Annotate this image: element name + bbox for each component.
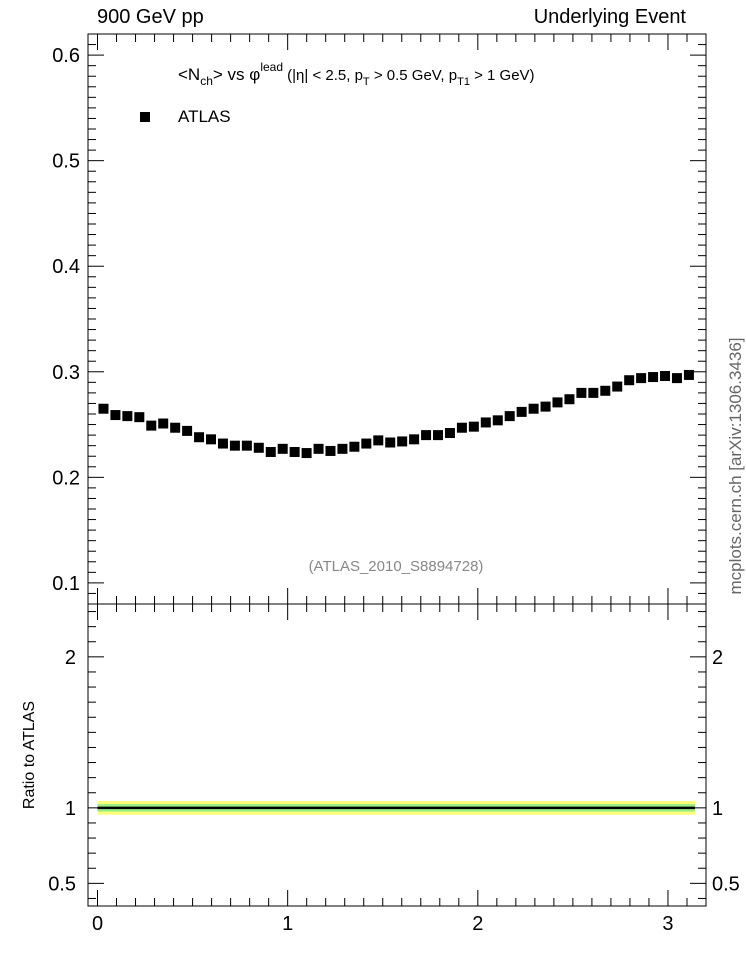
main-y-tick-label: 0.4 bbox=[52, 256, 80, 278]
data-point bbox=[98, 403, 109, 414]
data-point bbox=[648, 372, 659, 383]
data-point bbox=[122, 411, 133, 422]
data-point bbox=[337, 443, 348, 454]
data-point bbox=[134, 412, 145, 423]
ratio-x-tick-label: 1 bbox=[282, 913, 293, 935]
ratio-y-tick-label-left: 0.5 bbox=[48, 873, 76, 895]
data-point bbox=[444, 428, 455, 438]
ratio-y-tick-label-right: 0.5 bbox=[712, 873, 740, 895]
ratio-y-tick-label-right: 2 bbox=[712, 647, 723, 669]
data-point bbox=[253, 442, 264, 453]
main-y-tick-label: 0.1 bbox=[52, 573, 80, 595]
data-point bbox=[409, 434, 420, 445]
data-point bbox=[468, 421, 479, 432]
data-point bbox=[421, 430, 432, 441]
data-point bbox=[158, 418, 169, 429]
data-point bbox=[301, 448, 312, 459]
data-point bbox=[313, 443, 324, 454]
data-point bbox=[385, 437, 396, 448]
data-point bbox=[528, 403, 539, 414]
ratio-y-axis-label: Ratio to ATLAS bbox=[21, 701, 38, 809]
data-point bbox=[265, 447, 276, 457]
data-point bbox=[194, 432, 205, 443]
header-right-label: Underlying Event bbox=[533, 6, 686, 28]
main-y-tick-label: 0.3 bbox=[52, 362, 80, 384]
reference-label: (ATLAS_2010_S8894728) bbox=[309, 558, 484, 575]
data-point bbox=[229, 440, 240, 451]
data-point bbox=[433, 430, 444, 441]
ratio-x-tick-label: 3 bbox=[662, 913, 673, 935]
data-point bbox=[636, 373, 647, 384]
ratio-y-tick-label-left: 2 bbox=[65, 647, 76, 669]
data-point bbox=[170, 422, 181, 433]
data-point bbox=[552, 397, 563, 408]
data-point bbox=[277, 443, 288, 454]
ratio-frame bbox=[87, 603, 707, 907]
data-point bbox=[612, 381, 623, 392]
data-point bbox=[660, 371, 671, 381]
main-y-tick-label: 0.6 bbox=[52, 45, 80, 67]
data-point bbox=[361, 438, 372, 449]
data-point bbox=[349, 441, 360, 452]
data-point bbox=[516, 406, 527, 417]
data-point bbox=[289, 447, 300, 457]
data-point bbox=[624, 375, 635, 386]
main-y-tick-label: 0.5 bbox=[52, 151, 80, 173]
legend-marker bbox=[140, 112, 150, 122]
legend-label: ATLAS bbox=[178, 107, 231, 126]
ratio-x-tick-label: 0 bbox=[92, 913, 103, 935]
data-point bbox=[671, 373, 682, 384]
data-point bbox=[588, 387, 599, 398]
data-point bbox=[504, 411, 515, 422]
data-point bbox=[600, 385, 611, 396]
ratio-y-tick-label-right: 1 bbox=[712, 798, 723, 820]
ratio-panel: 0.5 0.5 1 1 2 2 0 1 2 3 bbox=[48, 603, 740, 935]
data-point bbox=[456, 422, 467, 433]
data-point bbox=[492, 415, 503, 426]
data-point bbox=[206, 434, 217, 445]
data-point bbox=[576, 387, 587, 398]
data-point bbox=[373, 435, 384, 446]
ratio-x-tick-label: 2 bbox=[472, 913, 483, 935]
data-point bbox=[480, 417, 491, 428]
data-point bbox=[564, 394, 575, 405]
data-point bbox=[683, 369, 694, 380]
data-point bbox=[397, 436, 408, 447]
ratio-y-tick-label-left: 1 bbox=[65, 798, 76, 820]
header-left-label: 900 GeV pp bbox=[97, 6, 204, 28]
data-point bbox=[540, 401, 551, 412]
main-panel: 0.1 0.2 0.3 0.4 0.5 0.6 bbox=[52, 33, 707, 605]
chart-title: <Nch> vs φlead (|η| < 2.5, pT > 0.5 GeV,… bbox=[178, 60, 535, 88]
data-point bbox=[146, 420, 157, 431]
data-point bbox=[217, 438, 228, 449]
data-point bbox=[325, 445, 336, 456]
main-y-tick-label: 0.2 bbox=[52, 467, 80, 489]
data-point bbox=[182, 425, 193, 436]
data-point bbox=[110, 410, 121, 421]
data-point bbox=[241, 440, 252, 451]
